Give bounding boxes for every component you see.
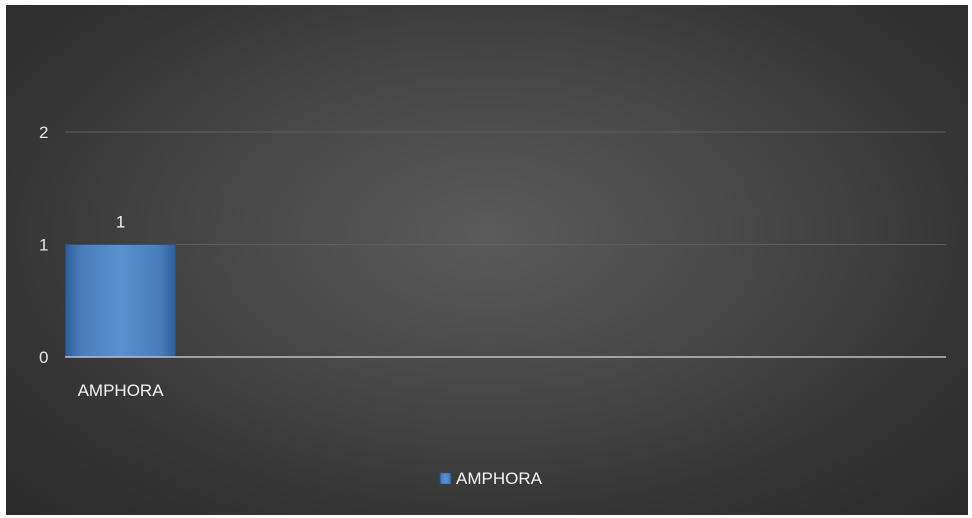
bars: 1: [65, 213, 177, 358]
chart-area: 0 1 2 1 AMPHORA AMPHORA: [6, 5, 968, 515]
legend-swatch: [439, 472, 452, 485]
x-category-label: AMPHORA: [78, 381, 165, 400]
legend-label: AMPHORA: [456, 469, 543, 488]
y-tick-label: 1: [39, 236, 48, 255]
gridlines: [65, 131, 946, 245]
x-axis-labels: AMPHORA: [78, 381, 165, 400]
y-axis-ticks: 0 1 2: [39, 123, 48, 367]
y-tick-label: 0: [39, 348, 48, 367]
data-label: 1: [116, 213, 125, 232]
legend: AMPHORA: [439, 469, 543, 488]
bar-chart: 0 1 2 1 AMPHORA AMPHORA: [39, 123, 946, 488]
y-tick-label: 2: [39, 123, 48, 142]
bar: [65, 244, 177, 358]
